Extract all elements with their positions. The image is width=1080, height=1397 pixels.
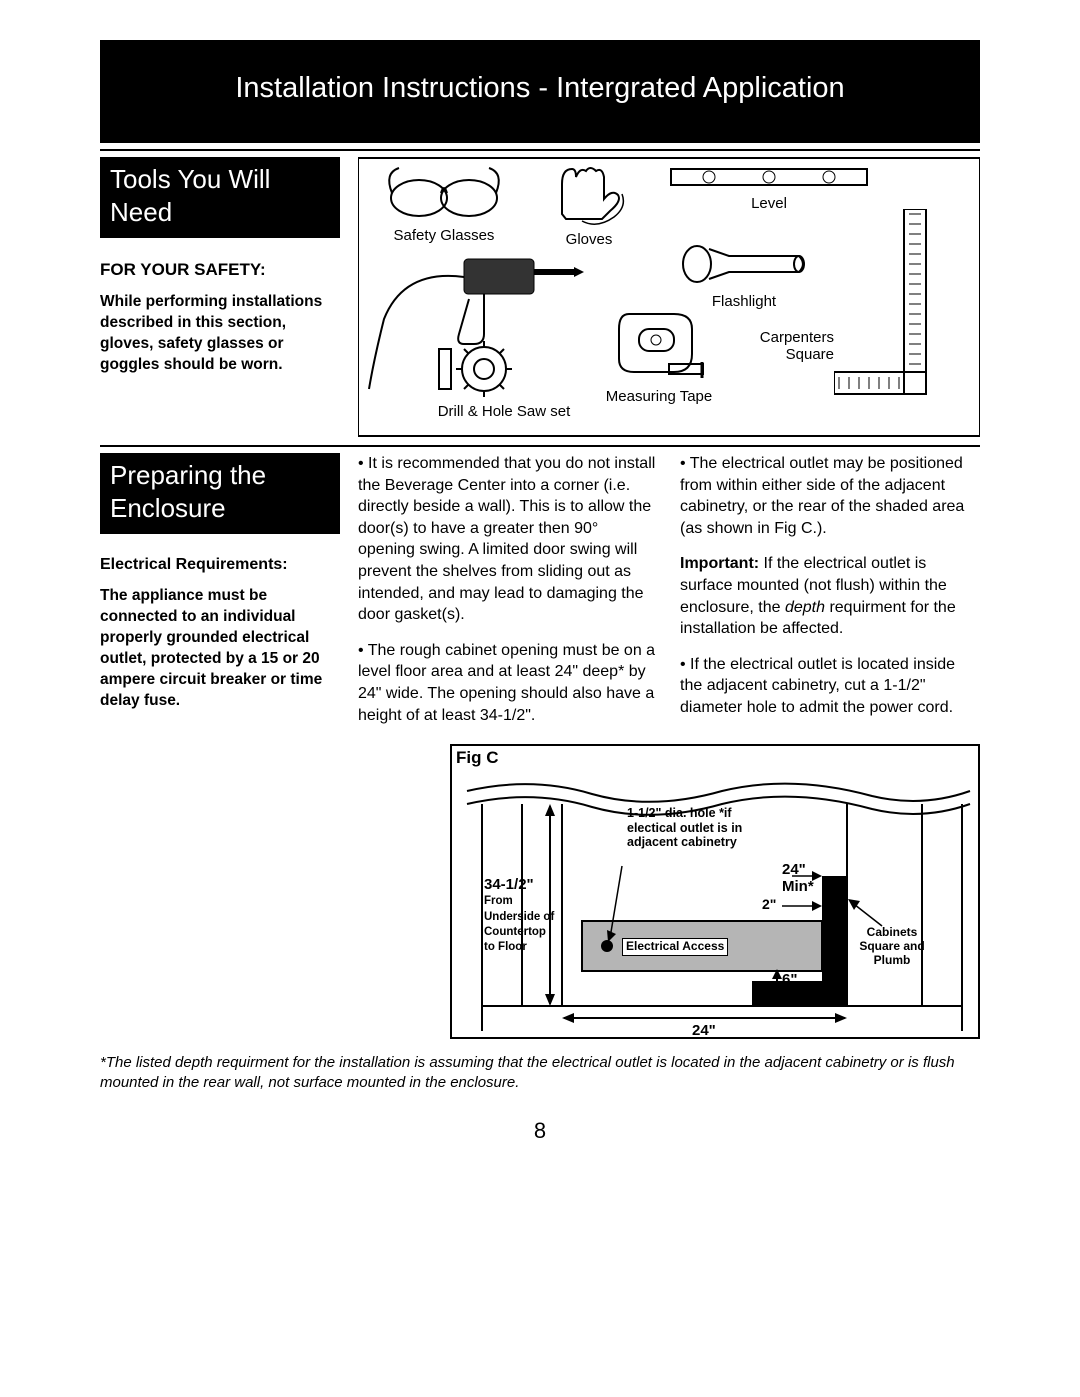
- measuring-tape-label: Measuring Tape: [606, 388, 712, 405]
- tools-title: Tools You Will Need: [100, 157, 340, 238]
- figure-c: Fig C: [450, 744, 980, 1039]
- level-label: Level: [751, 195, 787, 212]
- safety-heading: FOR YOUR SAFETY:: [100, 260, 340, 280]
- column-1: • It is recommended that you do not inst…: [358, 453, 658, 740]
- figc-24w: 24": [692, 1022, 716, 1039]
- col2-p3: • If the electrical outlet is located in…: [680, 654, 980, 719]
- drill-label: Drill & Hole Saw set: [438, 403, 571, 420]
- figc-elec-access: Electrical Access: [622, 938, 728, 956]
- figc-6in: 6": [782, 971, 797, 988]
- figc-24min: 24" Min*: [782, 861, 832, 896]
- figc-cab: Cabinets Square and Plumb: [857, 926, 927, 967]
- column-2: • The electrical outlet may be positione…: [680, 453, 980, 740]
- safety-glasses-label: Safety Glasses: [394, 227, 495, 244]
- drill-icon: [364, 249, 584, 399]
- page-banner: Installation Instructions - Intergrated …: [100, 40, 980, 143]
- safety-glasses-icon: [384, 163, 504, 223]
- col1-p1: • It is recommended that you do not inst…: [358, 453, 658, 626]
- figc-height-sub: From Underside of Countertop to Floor: [484, 895, 554, 953]
- col2-p1: • The electrical outlet may be positione…: [680, 453, 980, 539]
- preparing-title: Preparing the Enclosure: [100, 453, 340, 534]
- figc-height: 34-1/2": [484, 876, 534, 893]
- col2-p2: Important: If the electrical outlet is s…: [680, 553, 980, 639]
- page-number: 8: [100, 1118, 980, 1144]
- divider: [100, 149, 980, 151]
- tools-illustration: Safety Glasses Gloves: [358, 157, 980, 437]
- divider: [100, 445, 980, 447]
- col1-p2: • The rough cabinet opening must be on a…: [358, 640, 658, 726]
- carpenters-square-label: Carpenters Square: [760, 329, 834, 363]
- electrical-heading: Electrical Requirements:: [100, 556, 340, 574]
- gloves-label: Gloves: [566, 231, 613, 248]
- figc-2in: 2": [762, 896, 776, 912]
- preparing-section: Preparing the Enclosure Electrical Requi…: [100, 453, 980, 740]
- tools-section: Tools You Will Need FOR YOUR SAFETY: Whi…: [100, 157, 980, 437]
- level-icon: [669, 161, 869, 191]
- safety-text: While performing installations described…: [100, 292, 340, 376]
- gloves-icon: [542, 159, 637, 227]
- measuring-tape-icon: [614, 304, 704, 384]
- carpenters-square-icon: [834, 209, 929, 399]
- flashlight-label: Flashlight: [712, 293, 776, 310]
- electrical-text: The appliance must be connected to an in…: [100, 586, 340, 712]
- figc-hole-text: 1-1/2" dia. hole *if electical outlet is…: [627, 806, 767, 849]
- footnote: *The listed depth requirment for the ins…: [100, 1053, 980, 1094]
- flashlight-icon: [679, 239, 809, 289]
